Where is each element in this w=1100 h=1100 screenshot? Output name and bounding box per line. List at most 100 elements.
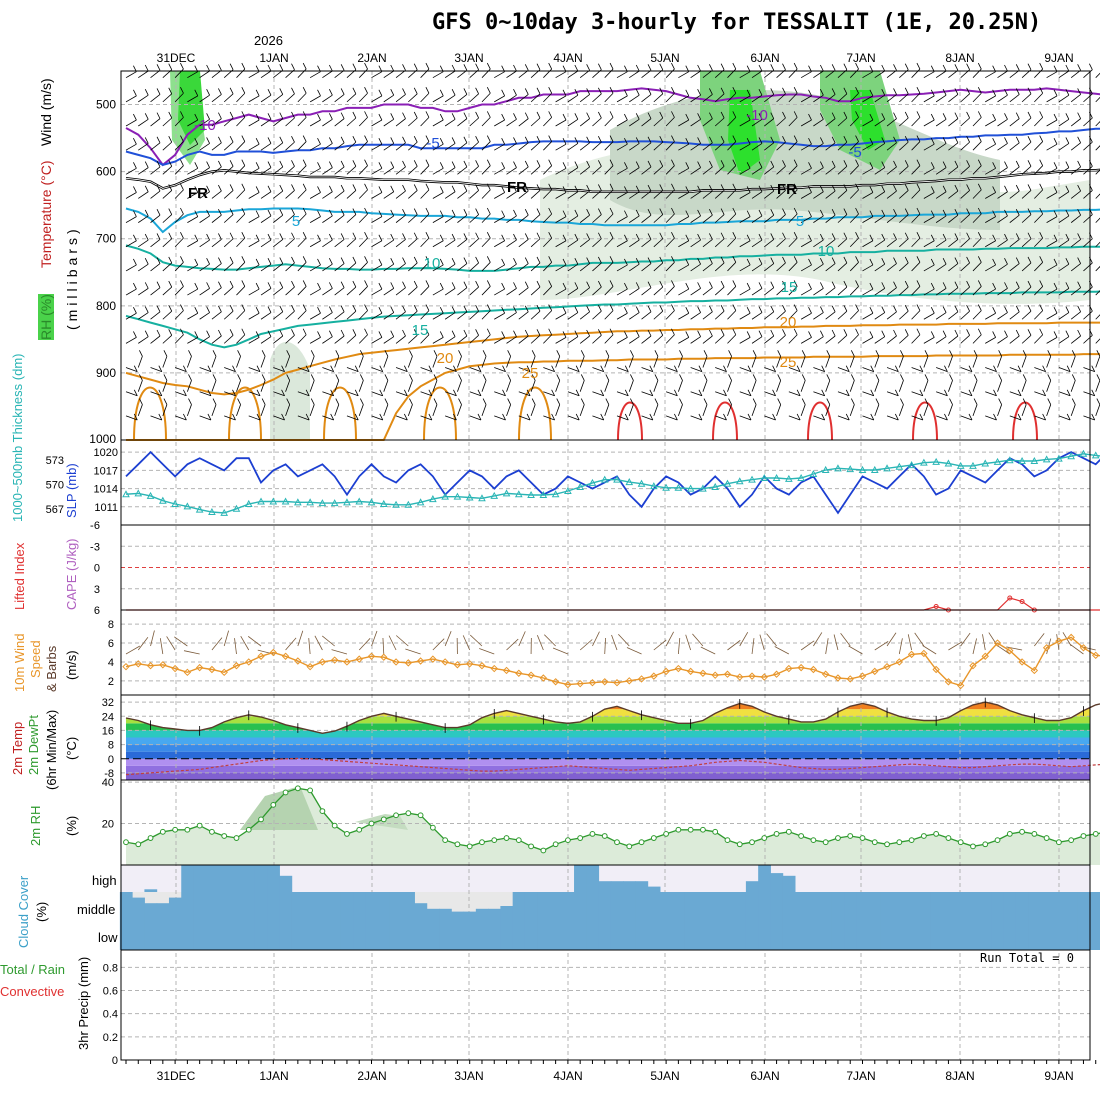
wind-barb-flag	[291, 232, 295, 239]
wind-barb-flag	[229, 232, 234, 239]
wind-barb	[788, 391, 801, 397]
wind-barb-flag	[1077, 209, 1081, 216]
rh2m-point	[417, 812, 424, 819]
wind-barb-flag	[845, 413, 850, 421]
wind-barb-flag	[697, 88, 701, 96]
wind-barb	[174, 310, 184, 320]
wind-barb	[898, 404, 904, 416]
wind-barb-flag	[992, 89, 997, 97]
wind-barb	[408, 190, 418, 199]
cloud-cell	[770, 873, 784, 892]
cloud-cell	[598, 920, 612, 950]
rh2m-point	[405, 810, 412, 817]
wind-barb-flag	[267, 113, 272, 120]
wind10m-point	[944, 678, 953, 686]
wind-barb-flag	[845, 365, 850, 372]
wind-barb	[825, 287, 836, 296]
wind-barb-flag	[1047, 374, 1052, 381]
wind-barb-flag	[206, 306, 210, 313]
wind-barb	[1058, 167, 1070, 175]
wind-barb	[260, 263, 272, 272]
wind-barb-flag	[1004, 209, 1008, 217]
wind-barb	[358, 262, 368, 272]
wind-barb-flag	[968, 389, 973, 396]
wind-barb-flag	[255, 113, 260, 121]
wind10m-point	[1092, 651, 1100, 660]
wind-barb-flag	[1077, 233, 1081, 240]
wind-barb-flag	[206, 185, 210, 192]
date-label-top: 4JAN	[553, 51, 582, 65]
cloud-cell	[132, 920, 145, 950]
wind-barb	[665, 286, 675, 296]
wind-barb-flag	[390, 64, 395, 72]
rh2m-point	[626, 843, 633, 850]
wind-barb	[1058, 118, 1070, 127]
thickness-point	[637, 479, 646, 487]
wind-barb	[653, 190, 664, 199]
wind-barb	[665, 391, 678, 397]
wind-barb-flag	[580, 350, 585, 357]
wind-barb	[1070, 263, 1081, 272]
wind-barb-flag	[819, 113, 824, 120]
wind-barb	[334, 263, 345, 272]
cloud-cell	[623, 892, 636, 920]
temp2m-label-2: 2m DewPt	[26, 715, 41, 775]
wind-barb	[260, 356, 266, 368]
rh2m-point	[798, 833, 805, 839]
wind10m-point	[858, 672, 867, 680]
rh2m-point	[442, 837, 449, 844]
wind-barb	[371, 192, 383, 199]
wind-barb	[125, 415, 138, 421]
wind-barb	[898, 356, 904, 368]
wind-barb	[444, 118, 456, 127]
wind-barb	[187, 337, 198, 344]
wind-barb	[530, 335, 541, 344]
wind-barb	[1070, 380, 1076, 392]
wind-barb-flag	[425, 304, 430, 311]
wind-barb-flag	[796, 365, 801, 372]
wind-barb-flag	[659, 184, 664, 191]
wind-barb	[358, 380, 364, 392]
wind10m-barb	[653, 639, 667, 651]
wind-barb-flag	[168, 63, 173, 70]
wind-barb	[1009, 118, 1020, 127]
cloud-cell	[610, 881, 624, 892]
wind-barb-flag	[267, 258, 272, 265]
wind-barb-flag	[413, 184, 418, 191]
wind-barb	[334, 118, 345, 127]
wind-barb	[469, 335, 479, 344]
wind-barb	[223, 141, 234, 151]
wind-barb	[874, 215, 885, 223]
wind-barb	[518, 311, 529, 320]
wind-barb-flag	[562, 282, 567, 290]
wind-barb	[383, 94, 394, 103]
wind-barb	[837, 310, 848, 320]
wind-barb-flag	[453, 389, 457, 396]
wind-barb	[334, 214, 345, 223]
wind10m-point	[257, 652, 265, 660]
wind-barb-flag	[310, 350, 315, 357]
thickness-point	[760, 474, 769, 482]
wind-barb	[530, 141, 541, 151]
wind-barb	[555, 192, 567, 199]
wind-barb-flag	[746, 234, 751, 241]
wind10m-point	[441, 658, 449, 666]
wind10m-barb	[611, 634, 618, 651]
wind-barb	[702, 190, 713, 199]
wind-barb	[862, 71, 874, 79]
wind-barb	[555, 167, 567, 175]
wind-barb	[616, 240, 628, 248]
rh2m-point	[172, 826, 179, 833]
wind-barb-flag	[403, 365, 408, 372]
cloud-cell	[119, 892, 133, 920]
wind-barb	[481, 117, 491, 127]
wind-barb-flag	[1042, 389, 1046, 396]
wind-barb	[309, 288, 321, 296]
wind-barb-flag	[267, 88, 272, 96]
wind-barb	[150, 391, 162, 397]
wind-barb-flag	[870, 413, 875, 421]
cloud-cell	[365, 892, 379, 920]
wind10m-point	[564, 680, 572, 689]
wind-barb	[322, 94, 333, 103]
wind-barb-flag	[302, 159, 307, 166]
